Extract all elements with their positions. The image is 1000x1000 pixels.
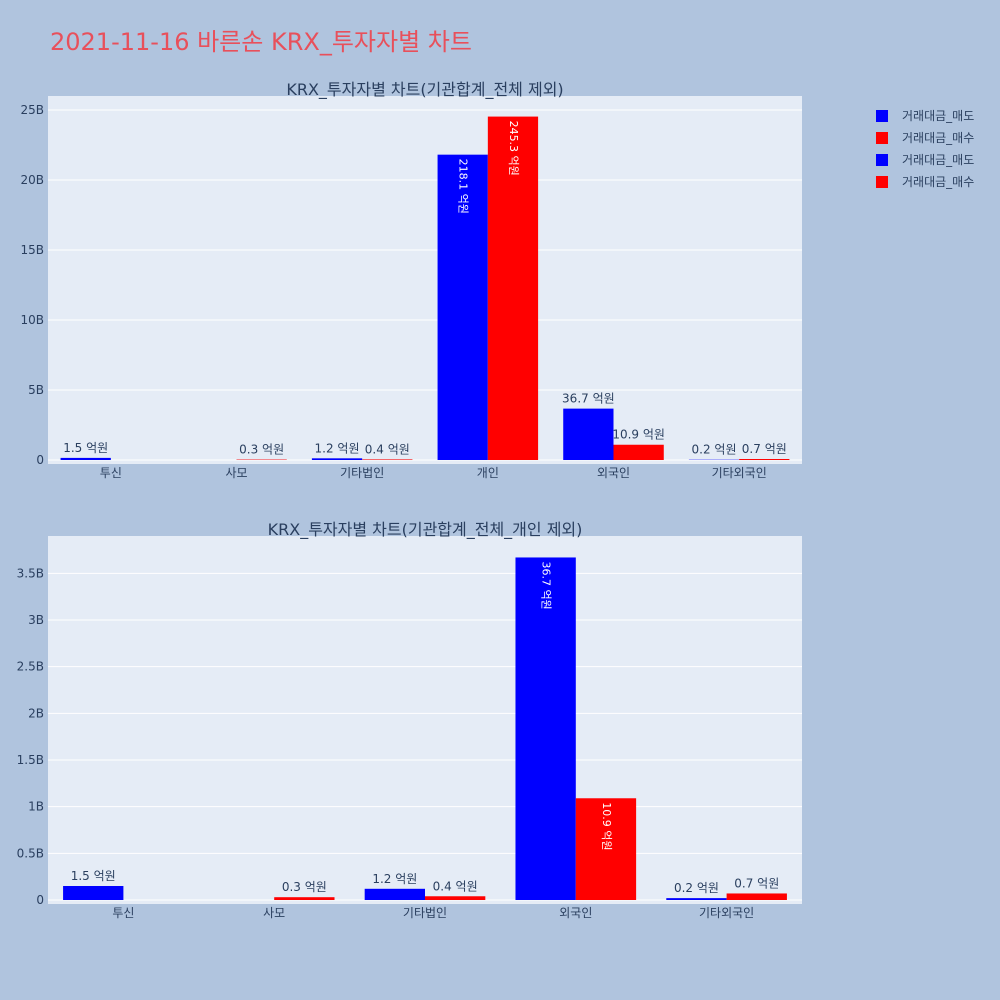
bar-buy — [726, 893, 787, 900]
y-tick-label: 3B — [28, 613, 44, 627]
data-label: 0.7 억원 — [734, 876, 779, 890]
data-label: 0.2 억원 — [674, 881, 719, 895]
x-tick-label: 기타법인 — [403, 906, 447, 920]
x-ticks-top: 투신 사모 기타법인 개인 외국인 기타외국인 — [100, 466, 767, 480]
data-label: 36.7 억원 — [562, 392, 615, 406]
bar-sell — [60, 457, 111, 460]
x-tick-label: 개인 — [477, 466, 499, 480]
plot-area-top — [48, 96, 802, 464]
bar-buy — [739, 459, 790, 460]
y-tick-label: 20B — [20, 173, 44, 187]
page-title: 2021-11-16 바른손 KRX_투자자별 차트 — [50, 28, 472, 56]
y-tick-label: 0 — [36, 453, 44, 467]
legend-swatch[interactable] — [876, 110, 888, 122]
data-label: 36.7 억원 — [540, 561, 553, 609]
y-tick-label: 2B — [28, 706, 44, 720]
chart-top: KRX_투자자별 차트(기관합계_전체 제외) 1.5 억원 0.3 억원 1.2 … — [20, 80, 802, 480]
y-tick-label: 1.5B — [17, 753, 44, 767]
data-labels-top: 1.5 억원 0.3 억원 1.2 억원 0.4 억원 218.1 억원 245.3 억원… — [63, 121, 787, 457]
bar-sell — [515, 557, 576, 900]
x-tick-label: 투신 — [100, 466, 122, 480]
data-label: 10.9 억원 — [600, 802, 613, 850]
gridlines-bottom — [48, 572, 802, 901]
y-tick-label: 2.5B — [17, 660, 44, 674]
bar-sell — [311, 458, 363, 460]
x-tick-label: 외국인 — [597, 466, 630, 480]
data-label: 0.2 억원 — [692, 443, 737, 457]
y-ticks-bottom: 0 0.5B 1B 1.5B 2B 2.5B 3B 3.5B — [17, 566, 44, 907]
legend-label[interactable]: 거래대금_매도 — [902, 153, 974, 167]
y-tick-label: 0.5B — [17, 846, 44, 860]
bar-buy — [487, 116, 539, 460]
x-ticks-bottom: 투신 사모 기타법인 외국인 기타외국인 — [112, 906, 754, 920]
legend-label[interactable]: 거래대금_매도 — [902, 109, 974, 123]
y-tick-label: 10B — [20, 313, 44, 327]
bar-sell — [364, 888, 425, 900]
data-label: 218.1 억원 — [457, 159, 470, 214]
data-labels-bottom: 1.5 억원 0.3 억원 1.2 억원 0.4 억원 36.7 억원 10.9 억원 0.… — [71, 561, 780, 895]
chart-bottom-title: KRX_투자자별 차트(기관합계_전체_개인 제외) — [268, 520, 583, 540]
data-label: 0.4 억원 — [433, 879, 478, 893]
gridlines-top — [48, 109, 802, 461]
bars-top — [60, 116, 790, 460]
bar-buy — [274, 897, 335, 900]
legend-swatch[interactable] — [876, 132, 888, 144]
x-tick-label: 사모 — [263, 906, 285, 920]
chart-top-title: KRX_투자자별 차트(기관합계_전체 제외) — [286, 80, 563, 100]
bar-sell — [63, 886, 124, 900]
legend-label[interactable]: 거래대금_매수 — [902, 131, 974, 145]
bar-sell — [666, 898, 727, 900]
bar-sell — [563, 408, 614, 460]
bar-buy — [575, 798, 637, 900]
x-tick-label: 기타외국인 — [699, 906, 754, 920]
bars-bottom — [63, 557, 787, 900]
plot-area-bottom — [48, 536, 802, 904]
data-label: 0.3 억원 — [239, 443, 284, 457]
data-label: 1.5 억원 — [71, 869, 116, 883]
bar-sell — [437, 154, 488, 460]
y-tick-label: 0 — [36, 893, 44, 907]
bar-buy — [425, 896, 486, 900]
x-tick-label: 외국인 — [559, 906, 592, 920]
legend-swatch[interactable] — [876, 154, 888, 166]
data-label: 0.4 억원 — [365, 442, 410, 456]
y-tick-label: 25B — [20, 103, 44, 117]
x-tick-label: 기타법인 — [340, 466, 384, 480]
data-label: 1.5 억원 — [63, 441, 108, 455]
y-tick-label: 3.5B — [17, 566, 44, 580]
bar-buy — [362, 459, 413, 460]
y-tick-label: 1B — [28, 800, 44, 814]
x-tick-label: 기타외국인 — [712, 466, 767, 480]
data-label: 0.3 억원 — [282, 880, 327, 894]
data-label: 1.2 억원 — [372, 872, 417, 886]
bar-buy — [613, 444, 664, 460]
legend-label[interactable]: 거래대금_매수 — [902, 175, 974, 189]
x-tick-label: 투신 — [112, 906, 134, 920]
chart-bottom: KRX_투자자별 차트(기관합계_전체_개인 제외) 1.5 억원0.3 억원1… — [17, 520, 802, 920]
legend-swatch[interactable] — [876, 176, 888, 188]
y-tick-label: 5B — [28, 383, 44, 397]
data-label: 245.3 억원 — [507, 121, 520, 176]
y-ticks-top: 0 5B 10B 15B 20B 25B — [20, 103, 44, 467]
data-label: 10.9 억원 — [612, 428, 665, 442]
data-label: 1.2 억원 — [315, 441, 360, 455]
x-tick-label: 사모 — [225, 466, 247, 480]
data-label: 0.7 억원 — [742, 442, 787, 456]
y-tick-label: 15B — [20, 243, 44, 257]
